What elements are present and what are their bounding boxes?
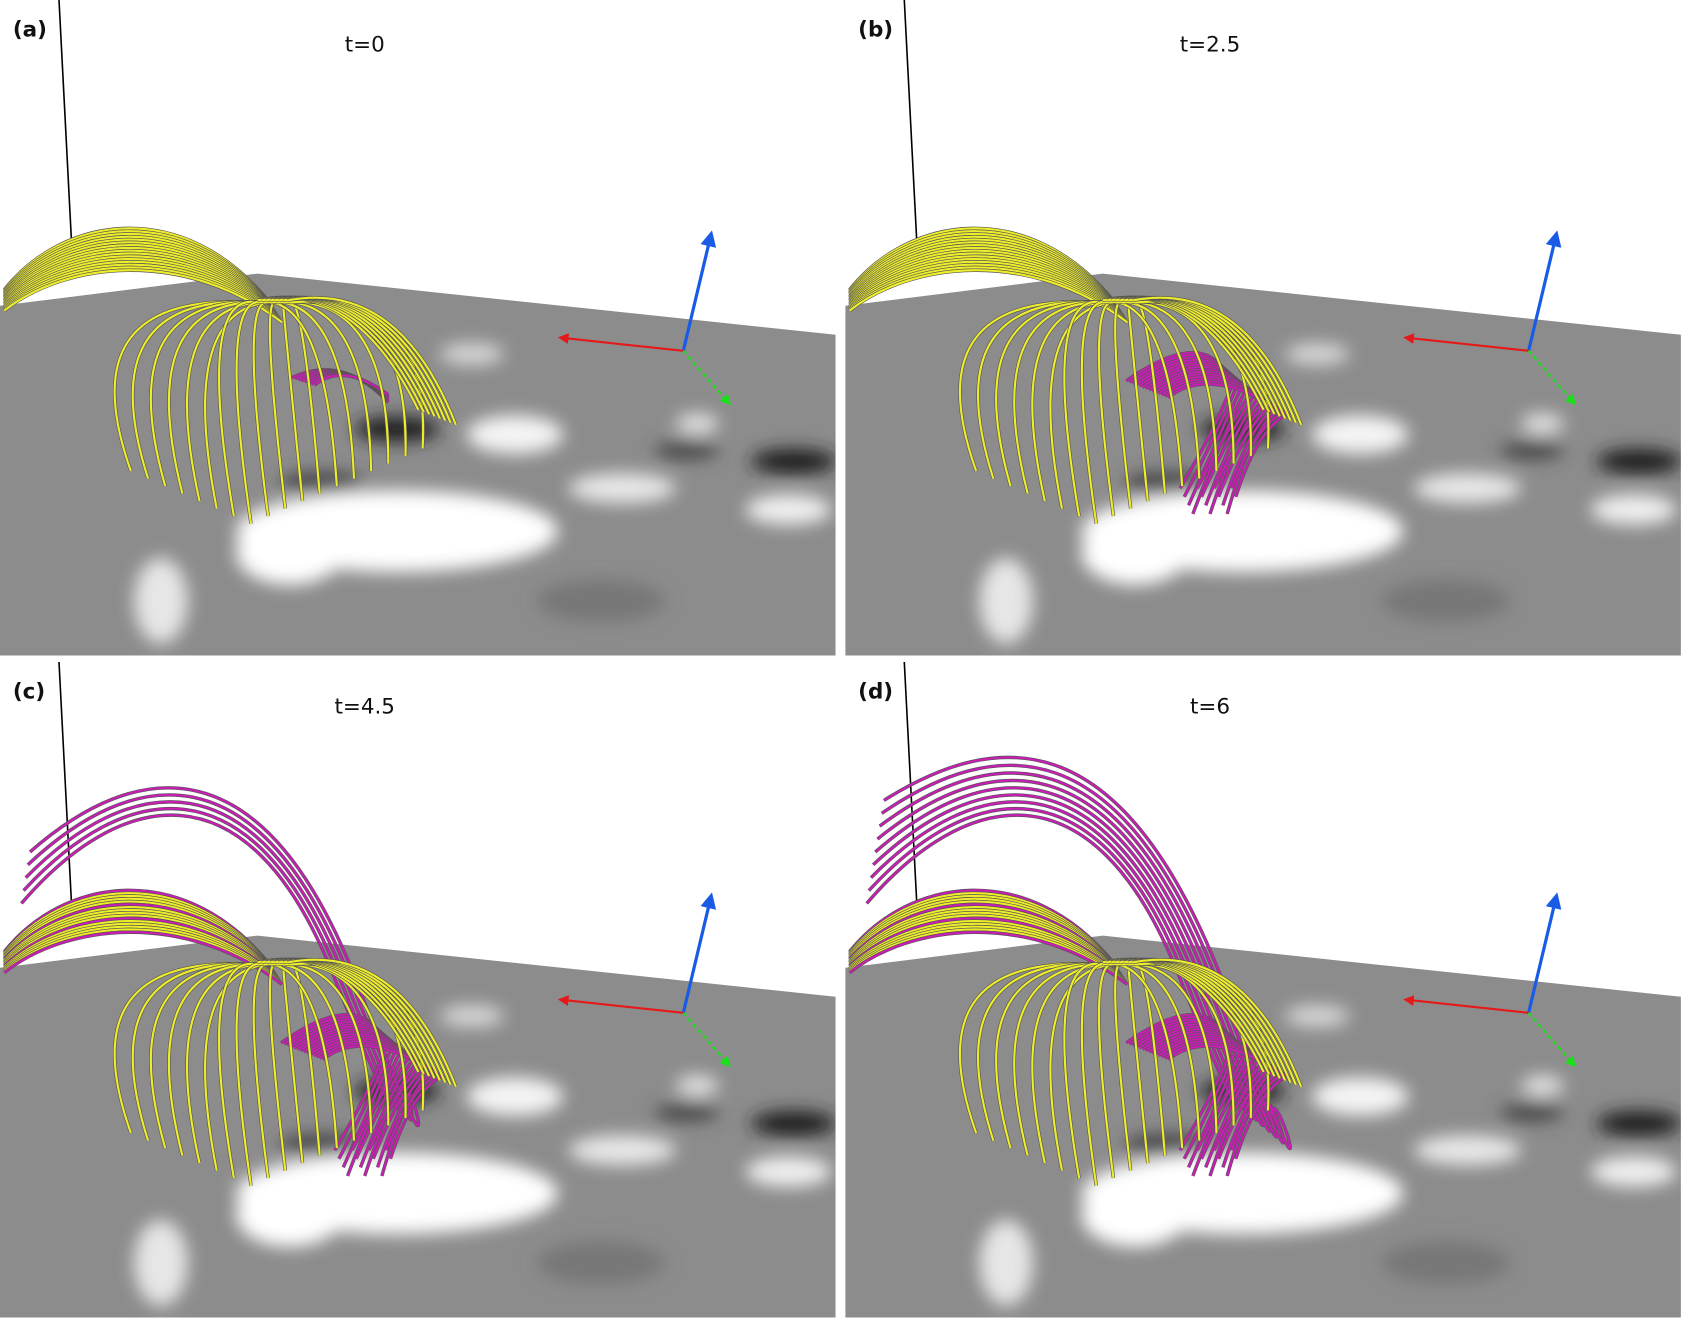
field-line (1080, 300, 1110, 524)
panel: (a) t=0 (0, 0, 837, 656)
field-line (235, 300, 265, 524)
field-line (235, 962, 265, 1186)
field-line (218, 962, 258, 1179)
panel-time: t=6 (1190, 694, 1230, 719)
panel: (d) t=6 (845, 662, 1682, 1318)
panel-label: (a) (13, 17, 47, 42)
panel-time: t=4.5 (334, 694, 394, 719)
panel-time: t=0 (345, 32, 385, 57)
panel-label: (d) (858, 679, 893, 704)
field-line (218, 300, 258, 517)
field-line (1063, 300, 1103, 517)
field-line (287, 958, 457, 1088)
panel-time: t=2.5 (1180, 32, 1240, 57)
field-line (1132, 296, 1303, 426)
field-line (1132, 958, 1303, 1088)
field-line (3, 931, 283, 986)
field-line (287, 296, 457, 426)
field-line (848, 269, 1129, 324)
field-line (313, 374, 389, 396)
field-line (848, 931, 1129, 986)
field-line (3, 269, 283, 324)
panel: (c) t=4.5 (0, 662, 837, 1318)
panel-label: (c) (13, 679, 45, 704)
field-line (1080, 962, 1110, 1186)
panel-label: (b) (858, 17, 893, 42)
panel: (b) t=2.5 (845, 0, 1682, 656)
field-line (1063, 962, 1103, 1179)
